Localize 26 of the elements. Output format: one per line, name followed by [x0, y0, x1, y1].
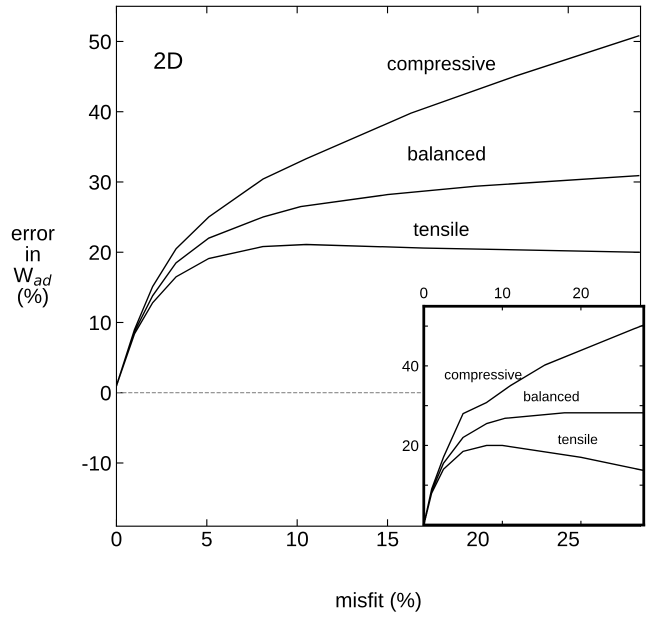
y-tick-label: 40 [402, 360, 418, 372]
y-tick-label: 0 [100, 386, 111, 400]
series-label: compressive [388, 56, 496, 74]
y-tick-label: 40 [88, 104, 111, 120]
y-axis-title: error in W$_{ad}$ (%) [12, 229, 55, 308]
series-label: tensile [414, 222, 469, 236]
x-tick-label: 20 [467, 532, 489, 546]
x-tick-label: 10 [287, 532, 308, 546]
y-tick-label: 50 [89, 34, 111, 50]
series-label: balanced [524, 391, 579, 402]
x-tick-label: 15 [378, 532, 398, 546]
series-label: tensile [558, 434, 598, 444]
y-tick-label: 20 [89, 245, 111, 260]
x-tick-label: 20 [573, 288, 589, 298]
x-tick-label: 10 [495, 288, 510, 298]
series-label: compressive [444, 369, 522, 382]
x-tick-label: 0 [420, 288, 428, 298]
x-axis-title: misfit (%) [336, 592, 421, 612]
x-tick-label: 25 [558, 532, 579, 546]
x-tick-label: 5 [202, 532, 212, 546]
series-label: balanced [408, 146, 485, 161]
y-tick-label: 10 [90, 315, 111, 330]
annotation: 2D [154, 52, 182, 69]
y-tick-label: 30 [89, 174, 111, 190]
y-tick-label: -10 [82, 456, 111, 471]
x-tick-label: 0 [111, 532, 122, 546]
